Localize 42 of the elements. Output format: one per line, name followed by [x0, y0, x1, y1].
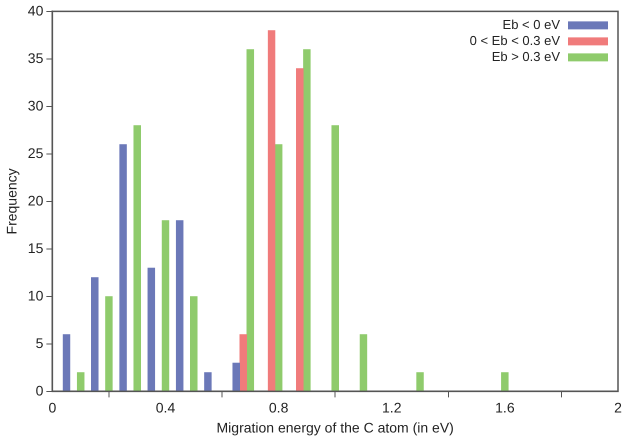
x-tick-label: 0: [48, 400, 56, 416]
x-tick-label: 0.4: [156, 400, 176, 416]
bar: [204, 372, 212, 391]
bar: [105, 296, 113, 391]
bar: [296, 68, 304, 391]
y-tick-label: 35: [28, 50, 44, 66]
legend-label: Eb > 0.3 eV: [492, 48, 560, 64]
bar: [416, 372, 424, 391]
bar: [176, 220, 184, 391]
x-tick-label: 1.2: [382, 400, 402, 416]
bar: [274, 144, 282, 391]
bar: [133, 125, 142, 391]
y-tick-label: 10: [28, 287, 44, 304]
x-tick-label: 2: [614, 400, 622, 416]
y-tick-label: 5: [36, 334, 44, 351]
bar: [119, 144, 127, 391]
y-axis-title: Frequency: [3, 168, 20, 234]
bar: [303, 49, 311, 391]
bar: [239, 334, 248, 391]
bar: [246, 49, 254, 391]
y-tick-label: 40: [28, 2, 44, 18]
x-tick-label: 1.6: [495, 400, 515, 416]
bar: [148, 268, 156, 391]
y-tick-label: 30: [28, 97, 44, 114]
bar: [331, 125, 340, 391]
x-tick-label: 0.8: [268, 400, 289, 416]
bar: [232, 362, 240, 391]
x-axis-title: Migration energy of the C atom (in eV): [216, 419, 454, 436]
bar: [268, 30, 276, 391]
bar: [501, 372, 509, 391]
legend-label: Eb < 0 eV: [502, 16, 560, 32]
bar: [360, 334, 368, 391]
bar: [90, 277, 99, 391]
y-tick-label: 0: [36, 382, 44, 398]
bar: [62, 334, 70, 391]
bar: [76, 372, 84, 391]
bar: [162, 220, 170, 391]
y-tick-label: 25: [28, 144, 44, 161]
legend-label: 0 < Eb < 0.3 eV: [470, 32, 560, 48]
bar: [190, 296, 198, 391]
y-tick-label: 20: [28, 192, 44, 208]
y-tick-label: 15: [28, 240, 44, 256]
